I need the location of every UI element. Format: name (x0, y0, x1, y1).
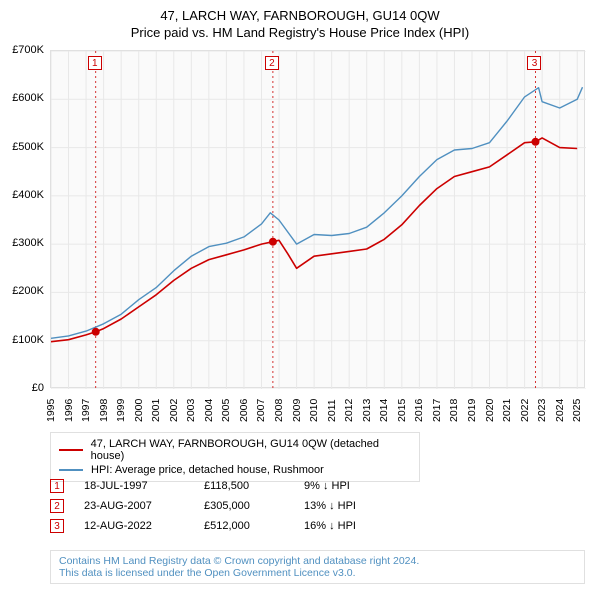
event-row: 2 23-AUG-2007 £305,000 13% ↓ HPI (50, 496, 540, 516)
x-axis-labels: 1995199619971998199920002001200220032004… (50, 392, 585, 432)
legend-swatch-hpi (59, 469, 83, 471)
y-tick-label: £300K (12, 237, 44, 249)
x-tick-label: 2015 (396, 399, 408, 422)
event-date: 12-AUG-2022 (84, 520, 184, 532)
x-tick-label: 2021 (501, 399, 513, 422)
events-table: 1 18-JUL-1997 £118,500 9% ↓ HPI 2 23-AUG-2007… (50, 476, 540, 536)
y-tick-label: £600K (12, 92, 44, 104)
chart-container: 47, LARCH WAY, FARNBOROUGH, GU14 0QW Pri… (0, 0, 600, 590)
y-tick-label: £200K (12, 285, 44, 297)
footer-attribution: Contains HM Land Registry data © Crown c… (50, 550, 585, 584)
event-marker-box: 2 (265, 56, 279, 70)
x-tick-label: 2009 (291, 399, 303, 422)
x-tick-label: 2006 (238, 399, 250, 422)
x-tick-label: 1995 (45, 399, 57, 422)
legend-label-property: 47, LARCH WAY, FARNBOROUGH, GU14 0QW (de… (91, 438, 411, 462)
event-marker-box: 3 (527, 56, 541, 70)
y-tick-label: £700K (12, 44, 44, 56)
event-diff: 13% ↓ HPI (304, 500, 394, 512)
x-tick-label: 2019 (466, 399, 478, 422)
x-tick-label: 2001 (150, 399, 162, 422)
y-axis-labels: £0£100K£200K£300K£400K£500K£600K£700K (0, 50, 48, 388)
x-tick-label: 2003 (185, 399, 197, 422)
chart-svg (51, 51, 586, 389)
x-tick-label: 2024 (554, 399, 566, 422)
x-tick-label: 2005 (220, 399, 232, 422)
legend-row-property: 47, LARCH WAY, FARNBOROUGH, GU14 0QW (de… (59, 437, 411, 463)
y-tick-label: £0 (32, 382, 44, 394)
chart-plot-area (50, 50, 585, 388)
x-tick-label: 2007 (255, 399, 267, 422)
y-tick-label: £400K (12, 189, 44, 201)
title-block: 47, LARCH WAY, FARNBOROUGH, GU14 0QW Pri… (0, 0, 600, 40)
x-tick-label: 1996 (63, 399, 75, 422)
x-tick-label: 2020 (484, 399, 496, 422)
x-tick-label: 2016 (413, 399, 425, 422)
event-price: £118,500 (204, 480, 284, 492)
x-tick-label: 2018 (448, 399, 460, 422)
x-tick-label: 1999 (115, 399, 127, 422)
event-price: £305,000 (204, 500, 284, 512)
x-tick-label: 2010 (308, 399, 320, 422)
event-diff: 16% ↓ HPI (304, 520, 394, 532)
legend-label-hpi: HPI: Average price, detached house, Rush… (91, 464, 324, 476)
event-date: 23-AUG-2007 (84, 500, 184, 512)
legend-box: 47, LARCH WAY, FARNBOROUGH, GU14 0QW (de… (50, 432, 420, 482)
event-row: 1 18-JUL-1997 £118,500 9% ↓ HPI (50, 476, 540, 496)
title-main: 47, LARCH WAY, FARNBOROUGH, GU14 0QW (0, 8, 600, 23)
x-tick-label: 2004 (203, 399, 215, 422)
x-tick-label: 2012 (343, 399, 355, 422)
event-price: £512,000 (204, 520, 284, 532)
footer-line2: This data is licensed under the Open Gov… (59, 567, 576, 579)
event-date: 18-JUL-1997 (84, 480, 184, 492)
x-tick-label: 2013 (361, 399, 373, 422)
x-tick-label: 1997 (80, 399, 92, 422)
x-tick-label: 2002 (168, 399, 180, 422)
x-tick-label: 1998 (98, 399, 110, 422)
legend-swatch-property (59, 449, 83, 451)
x-tick-label: 2011 (326, 399, 338, 422)
x-tick-label: 2008 (273, 399, 285, 422)
event-diff: 9% ↓ HPI (304, 480, 394, 492)
title-sub: Price paid vs. HM Land Registry's House … (0, 25, 600, 40)
x-tick-label: 2025 (571, 399, 583, 422)
x-tick-label: 2000 (133, 399, 145, 422)
footer-line1: Contains HM Land Registry data © Crown c… (59, 555, 576, 567)
legend-row-hpi: HPI: Average price, detached house, Rush… (59, 463, 411, 477)
y-tick-label: £100K (12, 334, 44, 346)
x-tick-label: 2017 (431, 399, 443, 422)
event-id-box: 2 (50, 499, 64, 513)
event-marker-box: 1 (88, 56, 102, 70)
x-tick-label: 2023 (536, 399, 548, 422)
event-row: 3 12-AUG-2022 £512,000 16% ↓ HPI (50, 516, 540, 536)
event-id-box: 3 (50, 519, 64, 533)
x-tick-label: 2022 (519, 399, 531, 422)
y-tick-label: £500K (12, 141, 44, 153)
event-id-box: 1 (50, 479, 64, 493)
x-tick-label: 2014 (378, 399, 390, 422)
